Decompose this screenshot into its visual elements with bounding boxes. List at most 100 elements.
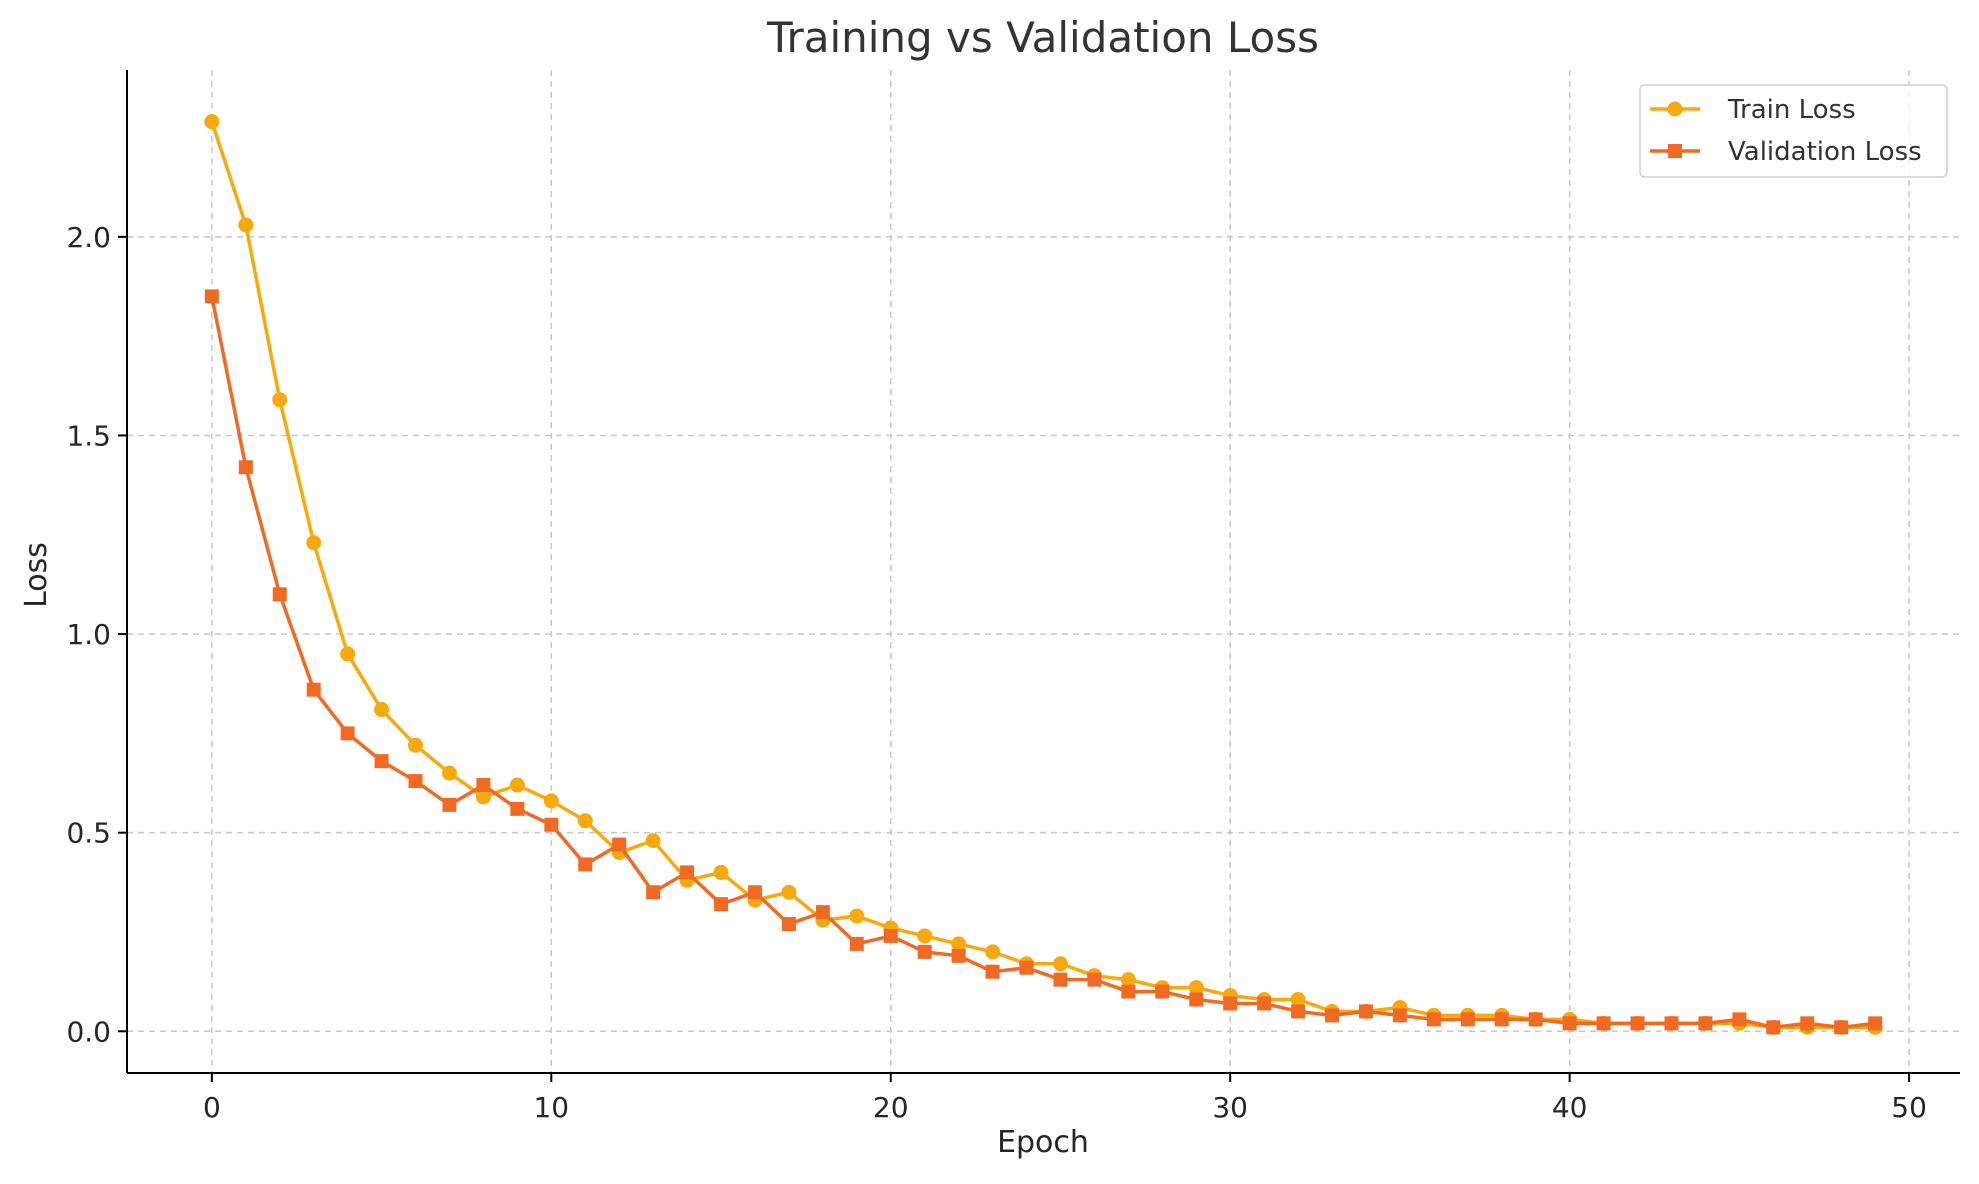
validation-loss-point — [1155, 984, 1170, 999]
legend-marker — [1668, 144, 1682, 158]
validation-loss-point — [1698, 1016, 1713, 1031]
validation-loss-point — [1766, 1020, 1781, 1035]
validation-loss-point — [815, 905, 830, 920]
train-loss-point — [441, 765, 457, 781]
x-tick-label: 50 — [1891, 1091, 1927, 1124]
validation-loss-point — [612, 837, 627, 852]
validation-loss-point — [680, 865, 695, 880]
validation-loss-series — [204, 289, 1883, 1035]
validation-loss-point — [1189, 992, 1204, 1007]
train-loss-point — [577, 813, 593, 829]
validation-loss-point — [1291, 1004, 1306, 1019]
train-loss-point — [475, 789, 491, 805]
validation-loss-point — [306, 682, 321, 697]
validation-loss-point — [1358, 1004, 1373, 1019]
train-loss-point — [781, 884, 797, 900]
legend-item-train-loss: Train Loss — [1650, 95, 1856, 125]
y-tick-label: 2.0 — [66, 221, 111, 254]
y-tick-label: 0.5 — [66, 817, 111, 850]
train-loss-point — [1290, 992, 1306, 1008]
validation-loss-point — [272, 587, 287, 602]
train-loss-point — [238, 217, 254, 233]
validation-loss-point — [1087, 972, 1102, 987]
validation-loss-point — [1460, 1012, 1475, 1027]
validation-loss-point — [340, 726, 355, 741]
train-loss-point — [917, 928, 933, 944]
validation-loss-point — [781, 917, 796, 932]
validation-loss-line — [210, 296, 1876, 1030]
validation-loss-point — [1562, 1016, 1577, 1031]
chart-title: Training vs Validation Loss — [766, 13, 1319, 62]
train-loss-point — [1120, 972, 1136, 988]
validation-loss-point — [442, 797, 457, 812]
validation-loss-point — [1426, 1012, 1441, 1027]
validation-loss-point — [544, 817, 559, 832]
y-tick-label: 0.0 — [66, 1015, 111, 1048]
validation-loss-point — [1630, 1016, 1645, 1031]
validation-loss-point — [1834, 1020, 1849, 1035]
legend-marker — [1667, 101, 1683, 117]
validation-loss-point — [408, 774, 423, 789]
y-tick-label: 1.0 — [66, 618, 111, 651]
validation-loss-point — [1528, 1012, 1543, 1027]
x-axis-label: Epoch — [997, 1125, 1089, 1160]
x-tick-label: 10 — [533, 1091, 569, 1124]
train-loss-point — [340, 646, 356, 662]
validation-loss-point — [1494, 1012, 1509, 1027]
legend: Train Loss Validation Loss — [1639, 84, 1948, 178]
validation-loss-point — [1223, 996, 1238, 1011]
validation-loss-point — [1257, 996, 1272, 1011]
x-tick-label: 20 — [873, 1091, 909, 1124]
train-loss-point — [272, 392, 288, 408]
validation-loss-point — [374, 754, 389, 769]
axes — [126, 70, 1960, 1074]
train-loss-point — [985, 944, 1001, 960]
validation-loss-point — [985, 964, 1000, 979]
series-layer — [204, 114, 1883, 1035]
validation-loss-point — [1325, 1008, 1340, 1023]
train-loss-point — [543, 793, 559, 809]
legend-label: Train Loss — [1727, 95, 1856, 125]
validation-loss-point — [238, 460, 253, 475]
validation-loss-point — [1732, 1012, 1747, 1027]
validation-loss-point — [1800, 1016, 1815, 1031]
train-loss-line — [210, 121, 1876, 1030]
validation-loss-point — [747, 885, 762, 900]
validation-loss-point — [1121, 984, 1136, 999]
x-tick-label: 40 — [1552, 1091, 1588, 1124]
y-tick-label: 1.5 — [66, 419, 111, 452]
legend-entries: Train Loss Validation Loss — [1650, 95, 1922, 167]
train-loss-point — [204, 114, 220, 130]
legend-label: Validation Loss — [1728, 137, 1922, 167]
validation-loss-point — [578, 857, 593, 872]
train-loss-point — [849, 908, 865, 924]
validation-loss-point — [883, 928, 898, 943]
train-loss-point — [374, 702, 390, 718]
validation-loss-point — [1664, 1016, 1679, 1031]
validation-loss-point — [1053, 972, 1068, 987]
train-loss-point — [1188, 980, 1204, 996]
validation-loss-point — [1868, 1016, 1883, 1031]
validation-loss-point — [510, 801, 525, 816]
x-tick-label: 30 — [1212, 1091, 1248, 1124]
validation-loss-point — [646, 885, 661, 900]
validation-loss-point — [476, 778, 491, 793]
validation-loss-point — [714, 897, 729, 912]
validation-loss-point — [849, 936, 864, 951]
train-loss-point — [1052, 956, 1068, 972]
train-loss-point — [408, 737, 424, 753]
train-loss-point — [645, 833, 661, 849]
x-ticks: 0 10 20 30 40 50 — [203, 1073, 1927, 1124]
grid — [127, 70, 1960, 1073]
validation-loss-point — [204, 289, 219, 304]
train-loss-point — [951, 936, 967, 952]
validation-loss-point — [1596, 1016, 1611, 1031]
train-loss-series — [204, 114, 1883, 1035]
train-loss-point — [306, 535, 322, 551]
validation-loss-point — [1392, 1008, 1407, 1023]
legend-item-validation-loss: Validation Loss — [1650, 137, 1922, 167]
validation-loss-point — [951, 948, 966, 963]
train-loss-point — [713, 864, 729, 880]
